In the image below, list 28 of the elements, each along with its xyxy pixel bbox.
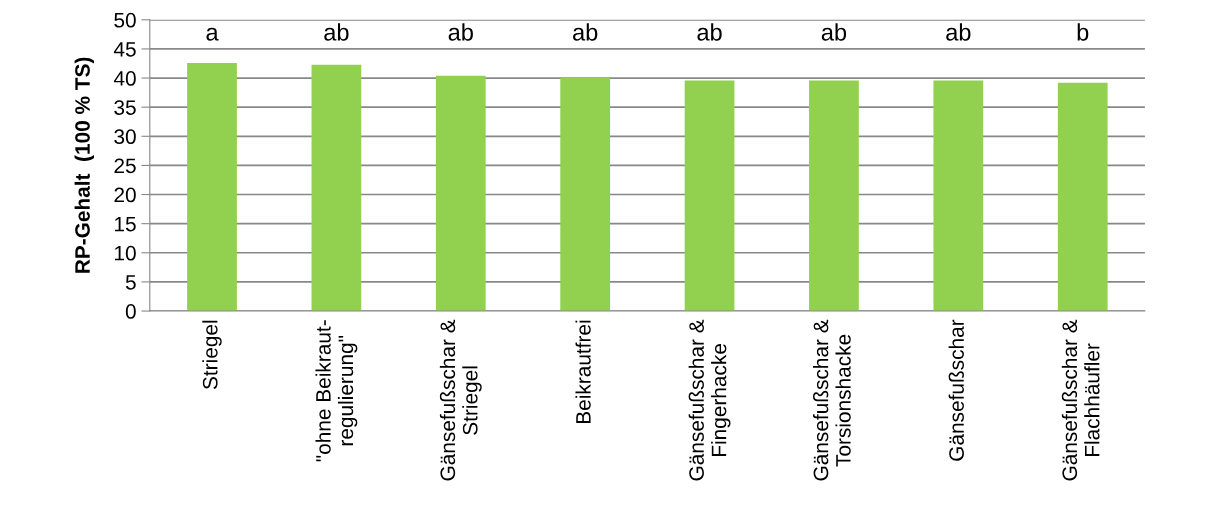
x-tick-label: Striegel	[202, 320, 222, 390]
annotation: ab	[573, 23, 598, 41]
x-tick-label: Gänsefußschar	[948, 319, 964, 461]
y-tick-label: 45	[113, 42, 136, 57]
y-tick-label: 15	[115, 216, 136, 232]
y-tick-label: 20	[114, 187, 136, 203]
x-tick-label: "ohne Beikraut- regulierung"	[315, 320, 358, 462]
y-tick-label: 50	[114, 12, 136, 28]
annotation: ab	[448, 23, 473, 41]
x-tick-label: Gänsefußschar & Flachhäufler	[1061, 319, 1100, 481]
x-tick-label: Gänsefußschar & Fingerhacke	[688, 319, 731, 481]
annotation: ab	[821, 23, 847, 41]
x-tick-label: Gänsefußschar & Striegel	[439, 319, 482, 481]
annotation: b	[1077, 23, 1089, 41]
y-tick-label: 40	[113, 71, 136, 86]
annotation: a	[206, 27, 219, 41]
y-tick-label: 0	[125, 304, 136, 319]
y-tick-label: 10	[115, 245, 136, 261]
y-tick-label: 35	[114, 100, 136, 115]
y-tick-label: 30	[114, 129, 136, 145]
y-tick-label: 5	[125, 275, 136, 290]
annotation: ab	[324, 23, 349, 41]
annotation: ab	[697, 23, 722, 41]
annotation: ab	[946, 23, 971, 41]
x-tick-label: Beikrautfrei	[575, 320, 591, 424]
x-tick-label: Gänsefußschar & Torsionshacke	[813, 319, 851, 481]
y-tick-label: 25	[114, 158, 136, 174]
y-axis-title: RP-Gehalt (100 % TS)	[74, 57, 94, 273]
